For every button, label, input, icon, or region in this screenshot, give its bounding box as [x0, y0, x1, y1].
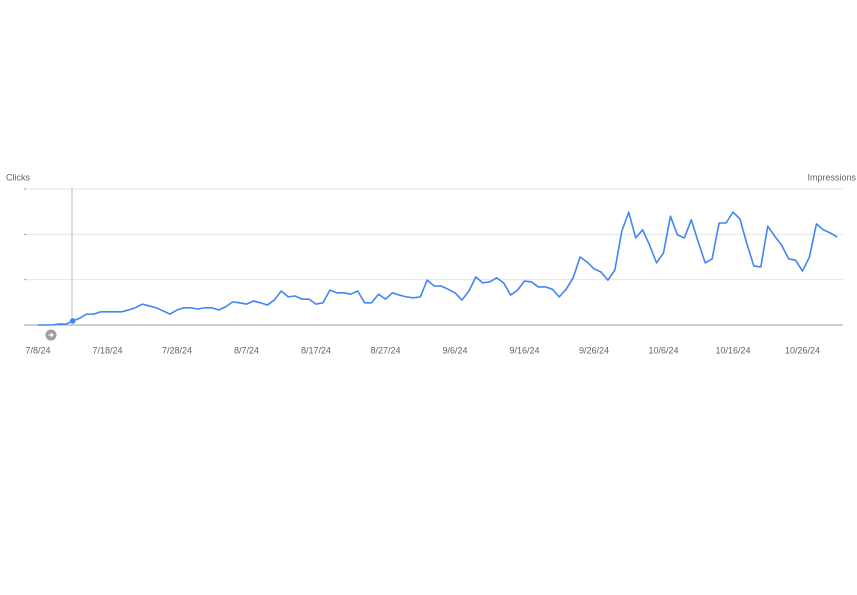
- x-tick-label: 10/6/24: [648, 345, 678, 355]
- x-tick-label: 9/26/24: [579, 345, 609, 355]
- x-tick-label: 10/26/24: [785, 345, 820, 355]
- x-tick-label: 8/27/24: [370, 345, 400, 355]
- x-tick-label: 7/18/24: [92, 345, 122, 355]
- data-point: [69, 318, 76, 324]
- annotation-icon[interactable]: [45, 329, 57, 341]
- y2-axis-title: Impressions: [807, 172, 856, 182]
- x-tick-label: 7/8/24: [25, 345, 50, 355]
- x-tick-label: 10/16/24: [715, 345, 750, 355]
- y-axis-title: Clicks: [6, 172, 30, 182]
- x-tick-label: 9/6/24: [442, 345, 467, 355]
- x-tick-label: 7/28/24: [162, 345, 192, 355]
- x-tick-label: 8/7/24: [234, 345, 259, 355]
- x-tick-label: 9/16/24: [509, 345, 539, 355]
- data-line: [38, 211, 838, 326]
- x-tick-label: 8/17/24: [301, 345, 331, 355]
